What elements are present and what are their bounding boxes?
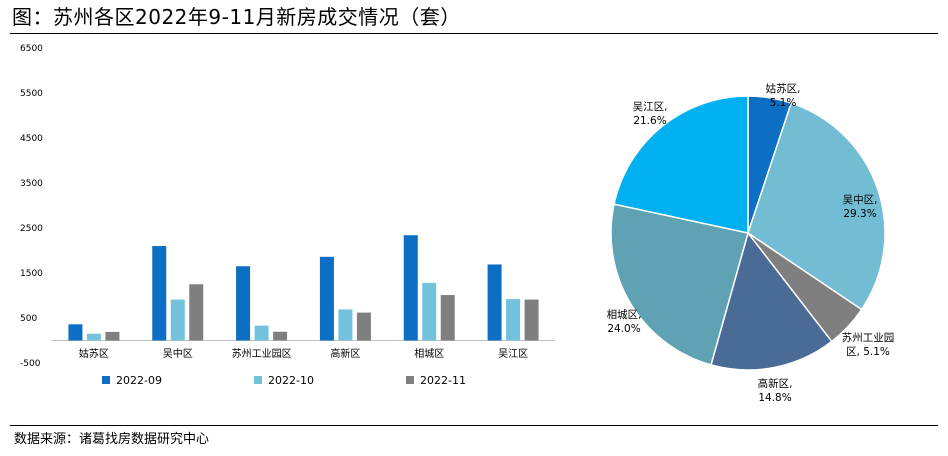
chart-title: 图：苏州各区2022年9-11月新房成交情况（套） — [12, 5, 461, 29]
y-tick-label: 1500 — [20, 269, 43, 279]
pie-label: 吴中区, — [843, 193, 878, 206]
bar-2022-11 — [356, 312, 371, 341]
bar-2022-09 — [68, 324, 83, 341]
x-tick-label: 高新区 — [330, 347, 360, 360]
pie-label: 吴江区, — [633, 101, 668, 113]
pie-value-label: 14.8% — [758, 392, 791, 404]
bar-2022-10 — [506, 299, 521, 341]
pie-slice — [613, 95, 749, 234]
y-tick-label: 2500 — [20, 224, 43, 234]
pie-slice — [747, 102, 886, 311]
legend-swatch — [254, 376, 262, 384]
bar-2022-11 — [189, 284, 204, 341]
bar-chart: -500 500 1500 2500 3500 4500 5500 6500 姑苏区 吴中区 苏州工… — [20, 44, 555, 387]
y-tick-label: 500 — [20, 314, 37, 324]
y-tick-label: 4500 — [20, 134, 43, 144]
pie-slice — [747, 95, 793, 234]
y-tick-label: 5500 — [20, 89, 43, 99]
bar-2022-10 — [170, 299, 185, 341]
title-rule — [10, 33, 938, 34]
pie-label: 苏州工业园 — [842, 331, 895, 344]
bar-2022-09 — [152, 246, 167, 341]
legend-swatch — [406, 376, 414, 384]
pie-value-label: 21.6% — [633, 115, 666, 127]
pie-label: 姑苏区, — [766, 82, 801, 95]
y-tick-label: 3500 — [20, 179, 43, 189]
bar-2022-11 — [273, 331, 288, 341]
pie-label: 相城区, — [607, 308, 642, 321]
bar-2022-10 — [86, 333, 101, 341]
pie-value-label: 29.3% — [843, 208, 876, 220]
pie-slice — [747, 232, 863, 343]
x-tick-label: 相城区 — [414, 347, 444, 360]
bar-2022-09 — [319, 256, 334, 341]
bar-2022-10 — [422, 282, 437, 341]
x-tick-label: 吴江区 — [498, 348, 528, 360]
pie-value-label: 5.1% — [770, 97, 797, 109]
bar-2022-11 — [440, 295, 455, 341]
bar-2022-09 — [403, 235, 418, 341]
legend-label: 2022-09 — [116, 374, 162, 387]
y-tick-label: 6500 — [20, 44, 43, 54]
pie-value-label: 24.0% — [607, 323, 640, 335]
bar-2022-11 — [105, 331, 120, 341]
y-tick-label: -500 — [20, 359, 41, 369]
pie-slice — [610, 203, 749, 366]
x-tick-label: 苏州工业园区 — [232, 347, 292, 360]
pie-slice — [710, 231, 833, 371]
bar-2022-09 — [236, 266, 251, 341]
pie-value-label: 区, 5.1% — [846, 346, 890, 358]
source-note: 数据来源：诸葛找房数据研究中心 — [14, 432, 210, 447]
x-tick-label: 吴中区 — [163, 347, 193, 360]
bar-2022-10 — [254, 325, 269, 341]
legend-label: 2022-10 — [268, 374, 314, 387]
legend-swatch — [102, 376, 110, 384]
legend-label: 2022-11 — [420, 374, 466, 387]
bar-2022-11 — [524, 299, 539, 341]
x-tick-label: 姑苏区 — [79, 347, 109, 360]
source-rule — [10, 425, 938, 426]
bar-2022-10 — [338, 309, 353, 341]
pie-label: 高新区, — [758, 377, 793, 390]
bar-2022-09 — [487, 264, 502, 341]
